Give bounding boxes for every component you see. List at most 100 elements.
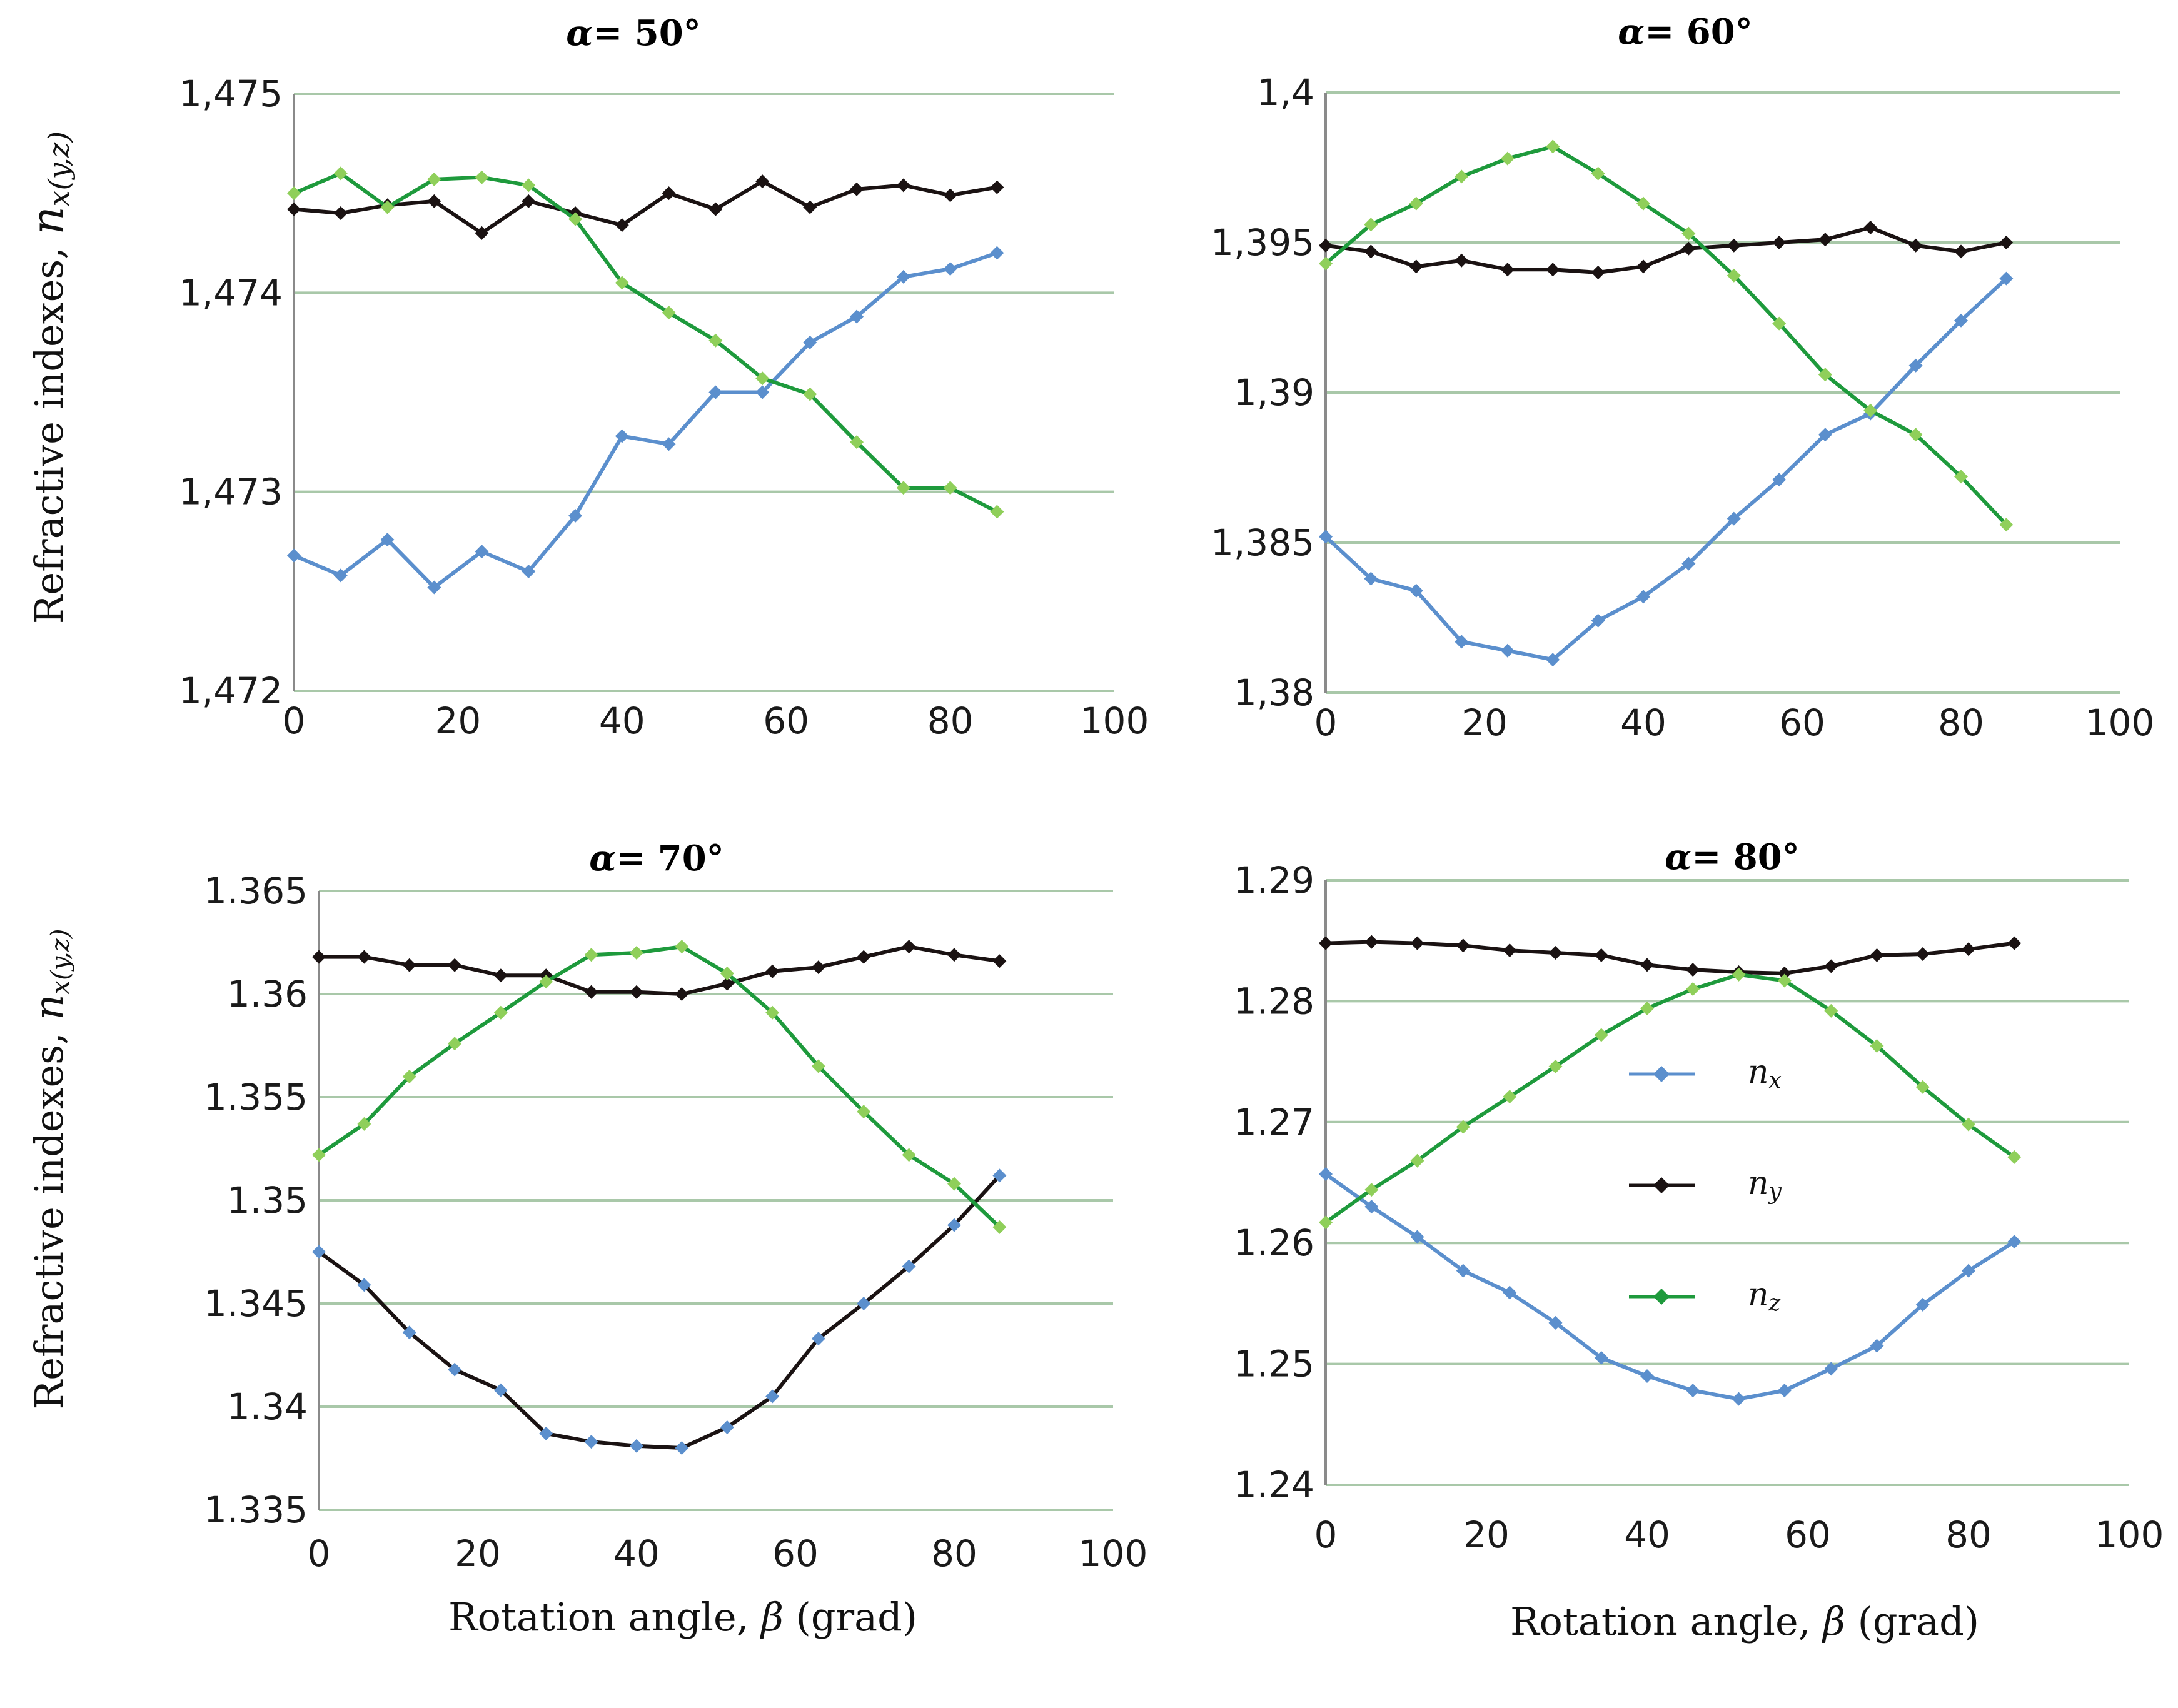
- data-point: [990, 180, 1004, 194]
- series-n-y: [1319, 221, 2014, 279]
- data-point: [1818, 428, 1832, 442]
- plot-area: 1,38 1,385 1,39 1,395 1,4 0 20 40 60 80 100: [1211, 71, 2154, 744]
- y-tick-label: 1.29: [1234, 859, 1314, 902]
- data-point: [357, 950, 371, 964]
- data-point: [427, 580, 441, 595]
- data-point: [448, 1362, 462, 1377]
- data-point: [1999, 236, 2014, 249]
- series-n-z: [312, 940, 1007, 1234]
- x-tick-label: 40: [1620, 701, 1666, 744]
- series-n-y: [287, 174, 1004, 240]
- series-n-x: [287, 246, 1004, 595]
- series-n-z: [1319, 967, 2022, 1230]
- data-point: [857, 1105, 871, 1119]
- data-point: [1908, 238, 1923, 253]
- y-tick-label: 1,472: [179, 670, 283, 712]
- data-point: [475, 170, 489, 184]
- data-point: [1594, 948, 1608, 962]
- x-tick-label: 20: [1461, 701, 1508, 744]
- data-point: [1594, 1028, 1608, 1042]
- y-label-base: n: [26, 994, 73, 1020]
- data-point: [333, 206, 348, 220]
- data-point: [630, 946, 643, 960]
- plot-area: 1,472 1,473 1,474 1,475 0 20 40 60 80 100: [179, 73, 1149, 742]
- data-point: [1772, 236, 1787, 249]
- legend-label: ny: [1748, 1165, 1782, 1205]
- data-point: [850, 435, 864, 450]
- data-point: [811, 1332, 825, 1346]
- series-n-y: [1319, 935, 2022, 980]
- data-point: [1546, 139, 1560, 154]
- data-point: [943, 188, 957, 203]
- data-point: [1870, 1038, 1884, 1053]
- y-tick-label: 1.25: [1234, 1343, 1314, 1385]
- data-point: [857, 950, 871, 964]
- title-text: = 50°: [593, 13, 700, 54]
- x-tick-label: 60: [1785, 1514, 1831, 1556]
- panel-title: α= 60°: [1618, 11, 1752, 53]
- data-point: [287, 202, 301, 216]
- legend-sub: x: [1769, 1068, 1782, 1093]
- y-tick-label: 1.24: [1234, 1464, 1314, 1506]
- data-point: [1824, 1003, 1838, 1018]
- x-tick-label: 0: [283, 700, 306, 742]
- data-point: [857, 1297, 871, 1310]
- legend: nx ny nz: [1629, 1053, 1782, 1316]
- title-symbol: α: [589, 838, 616, 879]
- data-point: [1863, 221, 1878, 234]
- data-point: [947, 1218, 961, 1232]
- data-point: [1364, 1183, 1379, 1197]
- data-point: [402, 958, 416, 972]
- title-symbol: α: [566, 13, 593, 54]
- x-tick-label: 80: [1945, 1514, 1992, 1556]
- x-tick-label: 100: [1079, 1532, 1148, 1575]
- x-axis-label-left: Rotation angle, β (grad): [448, 1594, 917, 1640]
- data-point: [584, 985, 598, 999]
- x-tick-label: 80: [931, 1532, 977, 1575]
- x-tick-label: 80: [927, 700, 974, 742]
- y-axis-label-bottom: Refractive indexes, nx(y,z): [26, 929, 75, 1410]
- data-point: [896, 481, 910, 495]
- series-line: [318, 1174, 1001, 1450]
- data-point: [1962, 1263, 1975, 1278]
- data-point: [1319, 256, 1333, 271]
- data-point: [811, 960, 825, 975]
- data-point: [2007, 1150, 2022, 1164]
- data-point: [475, 226, 489, 240]
- data-point: [312, 1148, 326, 1162]
- title-text: = 80°: [1691, 836, 1799, 878]
- data-point: [584, 948, 598, 962]
- data-point: [380, 533, 395, 547]
- legend-entry-n-z: nz: [1629, 1276, 1782, 1316]
- data-point: [312, 950, 326, 964]
- series-line: [293, 179, 997, 235]
- x-tick-label: 60: [772, 1532, 819, 1575]
- data-point: [333, 568, 348, 583]
- data-point: [1410, 1230, 1424, 1244]
- data-point: [1319, 1167, 1333, 1181]
- data-point: [287, 548, 301, 563]
- x-tick-label: 0: [308, 1532, 331, 1575]
- data-point: [1962, 942, 1975, 957]
- data-point: [943, 262, 957, 276]
- data-point: [1915, 1297, 1930, 1312]
- legend-label: nz: [1748, 1276, 1782, 1316]
- x-tick-label: 40: [1624, 1514, 1670, 1556]
- data-point: [765, 964, 780, 978]
- y-label-base: n: [22, 206, 73, 234]
- data-point: [2007, 1235, 2022, 1249]
- data-point: [1364, 218, 1378, 232]
- legend-sub: y: [1768, 1179, 1782, 1205]
- series-n-y: [312, 940, 1007, 1001]
- data-point: [1319, 530, 1333, 544]
- data-point: [1915, 1080, 1930, 1094]
- data-point: [568, 212, 583, 226]
- data-point: [850, 309, 864, 324]
- data-point: [522, 178, 536, 193]
- data-point: [1548, 1059, 1563, 1073]
- data-point: [1591, 266, 1605, 279]
- data-point: [1503, 1285, 1517, 1300]
- data-point: [720, 977, 734, 991]
- data-point: [896, 178, 910, 193]
- y-tick-label: 1,395: [1211, 221, 1314, 264]
